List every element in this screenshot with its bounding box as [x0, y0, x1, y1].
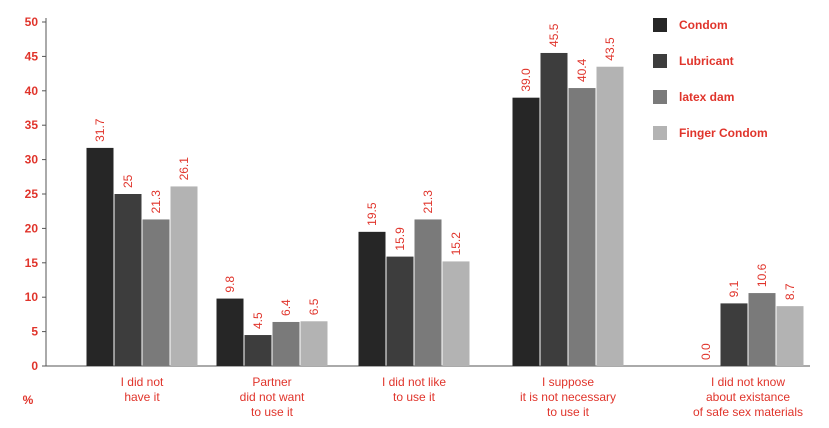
y-tick-label: 20 — [25, 221, 39, 235]
value-label: 10.6 — [755, 263, 769, 287]
y-tick-label: 50 — [25, 15, 39, 29]
bar — [170, 186, 198, 366]
bar — [596, 66, 624, 366]
category-labels-group: I did not have it Partner did not want to us… — [121, 375, 803, 419]
category-label: I did not have it — [121, 375, 164, 404]
legend-label: latex dam — [679, 90, 734, 104]
bar — [216, 298, 244, 366]
bar — [414, 219, 442, 366]
value-label: 6.5 — [307, 298, 321, 315]
legend-label: Finger Condom — [679, 126, 768, 140]
y-tick-label: 10 — [25, 290, 39, 304]
category-label: I did not know about existance of safe sex… — [693, 375, 803, 419]
y-tick-label: 45 — [25, 49, 39, 63]
bar — [512, 97, 540, 367]
value-label: 45.5 — [547, 23, 561, 47]
value-label: 15.9 — [393, 227, 407, 251]
bars-group — [86, 52, 804, 367]
y-tick-label: 30 — [25, 153, 39, 167]
legend-label: Lubricant — [679, 54, 734, 68]
legend-swatch — [653, 90, 667, 104]
bar — [540, 52, 568, 367]
bar — [358, 231, 386, 366]
bar — [300, 321, 328, 366]
category-label: I did not like to use it — [382, 375, 446, 404]
value-label: 21.3 — [421, 190, 435, 214]
y-tick-label: 5 — [31, 325, 38, 339]
y-tick-label: 40 — [25, 84, 39, 98]
value-label: 9.8 — [223, 276, 237, 293]
value-label: 4.5 — [251, 312, 265, 329]
value-label: 31.7 — [93, 118, 107, 142]
category-label: I suppose it is not necessary to use it — [520, 375, 616, 419]
value-label: 21.3 — [149, 190, 163, 214]
bar — [142, 219, 170, 366]
value-label: 8.7 — [783, 283, 797, 300]
legend-swatch — [653, 18, 667, 32]
value-label: 9.1 — [727, 280, 741, 297]
value-labels-group: 31.7 25 21.3 26.1 9.8 4.5 6.4 6.5 19.5 15.9 21.3 15… — [93, 23, 797, 360]
value-label: 39.0 — [519, 68, 533, 92]
bar — [86, 147, 114, 366]
value-label: 26.1 — [177, 157, 191, 181]
bar — [748, 293, 776, 366]
value-label: 19.5 — [365, 202, 379, 226]
bar — [386, 256, 414, 366]
legend-swatch — [653, 54, 667, 68]
value-label: 15.2 — [449, 232, 463, 256]
category-label: Partner did not want to use it — [240, 375, 305, 419]
value-label: 6.4 — [279, 299, 293, 316]
value-label: 40.4 — [575, 58, 589, 82]
y-axis-label: % — [23, 393, 34, 407]
bar — [272, 321, 300, 366]
bar — [442, 261, 470, 366]
bar — [114, 194, 142, 366]
bar — [776, 306, 804, 366]
bar — [720, 303, 748, 366]
y-tick-label: 35 — [25, 118, 39, 132]
value-label: 25 — [121, 174, 135, 188]
y-tick-label: 25 — [25, 187, 39, 201]
legend-swatch — [653, 126, 667, 140]
bar — [244, 335, 272, 366]
legend-label: Condom — [679, 18, 728, 32]
value-label: 43.5 — [603, 37, 617, 61]
legend: Condom Lubricant latex dam Finger Condom — [653, 18, 768, 140]
value-label: 0.0 — [699, 343, 713, 360]
y-tick-label: 15 — [25, 256, 39, 270]
y-tick-label: 0 — [31, 359, 38, 373]
bar — [568, 88, 596, 366]
